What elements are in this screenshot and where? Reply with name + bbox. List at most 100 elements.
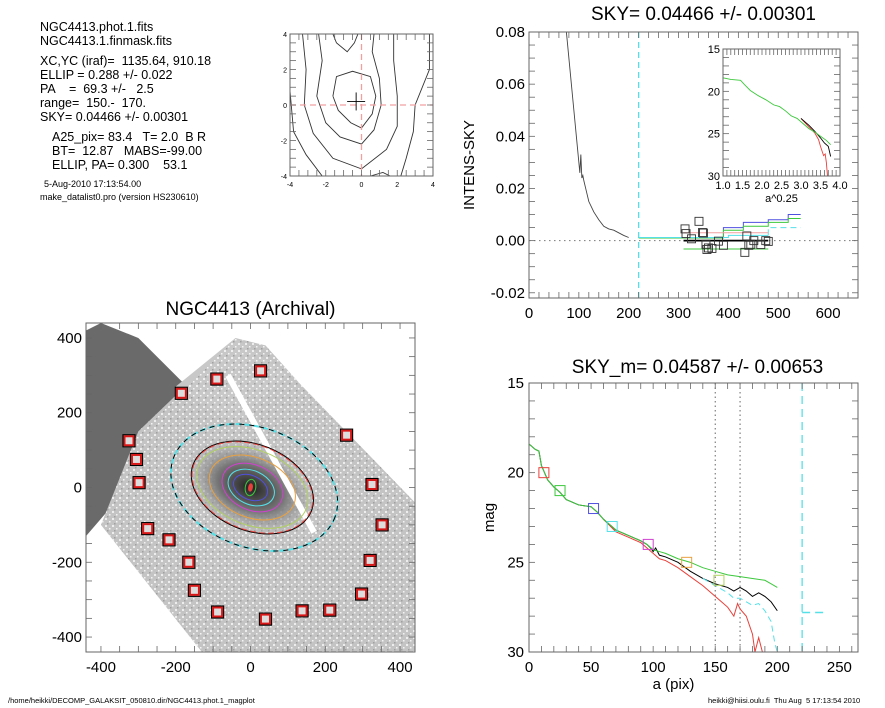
x-tick-label: -200 [161,659,191,676]
isophote-ellipse-blue [232,473,269,502]
sky-sample-point [699,228,708,238]
isophote-ellipse-orange [208,454,296,521]
sky-sample-point [707,244,717,253]
sky-box-inner [130,453,142,465]
isophote-marker [713,574,725,586]
isophote-ellipse-red [248,483,253,492]
sky-box-outer [211,605,225,619]
inset-y-tick-label: 20 [708,86,720,98]
sky-profile-line [565,31,629,238]
sky-box-inner [255,365,267,377]
x-tick-label: 250 [827,659,852,676]
sky-sample-point [694,216,704,226]
y-tick-label: 30 [507,644,524,661]
info-ellip-pa: ELLIP, PA= 0.300 53.1 [52,158,188,172]
info-program: make_datalist0.pro (version HS230610) [40,192,199,202]
info-ellip: ELLIP = 0.288 +/- 0.022 [40,68,173,82]
info-range: range= 150.- 170. [40,96,146,110]
sky-sample-point [761,236,771,246]
inset-x-tick-label: 2.0 [754,180,769,192]
ticks [86,323,415,652]
sky-box-outer [210,372,224,386]
y-tick-label: 200 [57,405,82,422]
x-tick-label: 200 [616,305,641,322]
isophote-ellipse-black [170,423,339,552]
y-tick-label: 15 [507,375,524,392]
footer-path: /home/heikki/DECOMP_GALAKSIT_050810.dir/… [8,696,255,705]
sky-box-inner [376,519,388,531]
mask-stripe [225,373,317,534]
sky-box-inner [259,613,271,625]
sky-sample-point [763,236,773,246]
galaxy-image [86,323,415,652]
x-tick-label: -2 [323,182,329,189]
sky-plot: SKY= 0.04466 +/- 0.00301 0 100 200 300 400 500… [461,4,859,322]
sky-box-outer [253,364,268,378]
y-tick-label: 0.00 [496,233,525,250]
sky-box-inner [296,605,308,617]
isophote-marker [642,538,654,550]
sky-box-outer [363,553,377,568]
sky-box-inner [364,554,376,566]
y-tick-label: 400 [57,330,82,347]
contour-plot: -4 -2 0 2 4 -4 -2 0 2 4 [281,32,435,189]
sky-sample-point [702,245,712,254]
contour-line [332,70,377,129]
y-tick-label: 0 [283,103,287,110]
sky-box-outer [182,555,196,569]
sky-box-outer [339,428,354,442]
info-center: XC,YC (iraf)= 1135.64, 910.18 [40,54,212,68]
sky-box-outer [162,533,176,547]
inset-x-tick-label: 1.0 [715,180,730,192]
isophote-ellipse-cyan [227,468,275,507]
step-line-cyan-dashed [767,227,801,236]
isophote-ellipse-black [190,440,314,535]
sky-y-axis-label: INTENS-SKY [461,120,478,210]
sky-box-outer [122,434,136,448]
sky-box-outer [129,452,144,467]
x-tick-label: 0 [525,305,533,322]
y-tick-label: 4 [283,32,287,39]
contour-line [400,34,430,176]
inset-x-tick-label: 1.5 [735,180,750,192]
info-pa: PA = 69.3 +/- 2.5 [40,82,154,96]
sky-box-inner [212,606,224,618]
isophote-ellipse-magenta [221,462,284,513]
sky-box-inner [175,387,187,399]
inset-y-tick-label: 15 [708,44,720,56]
y-tick-label: 0.02 [496,180,525,197]
ticks [528,31,858,298]
contour-line [316,34,382,145]
sky-box-inner [142,523,154,535]
mag-line-plus [529,443,778,588]
sky-sample-point [687,234,696,244]
mag-x-axis-label: a (pix) [653,676,695,693]
sky-sample-point [704,243,713,253]
sky-frame [528,31,859,299]
x-tick-label: 0 [246,659,254,676]
sky-sample-point [718,240,728,250]
sky-box-inner [356,588,368,600]
inset-line-green [722,77,831,145]
inset-bg [723,49,840,176]
info-date: 5-Aug-2010 17:13:54.00 [44,179,142,189]
sky-box-inner [123,435,135,447]
isophote-marker [681,556,693,568]
mag-plot: SKY_m= 0.04587 +/- 0.00653 0 50 100 150 200 25… [481,357,859,693]
info-sky: SKY= 0.04466 +/- 0.00301 [40,110,189,124]
ticks [528,382,858,653]
x-tick-label: 100 [566,305,591,322]
y-tick-label: -0.02 [491,285,525,302]
mag-data [529,383,827,652]
sky-box-outer [174,386,188,400]
contour-line [290,90,323,176]
contour-line [332,34,359,53]
y-tick-label: -2 [281,139,287,146]
ticks [289,33,434,177]
inset-line-black [800,118,832,157]
y-tick-label: 20 [507,465,524,482]
inset-x-axis-label: a^0.25 [765,193,798,205]
sky-box-outer [375,518,389,532]
inset-x-tick-label: 3.5 [813,180,828,192]
